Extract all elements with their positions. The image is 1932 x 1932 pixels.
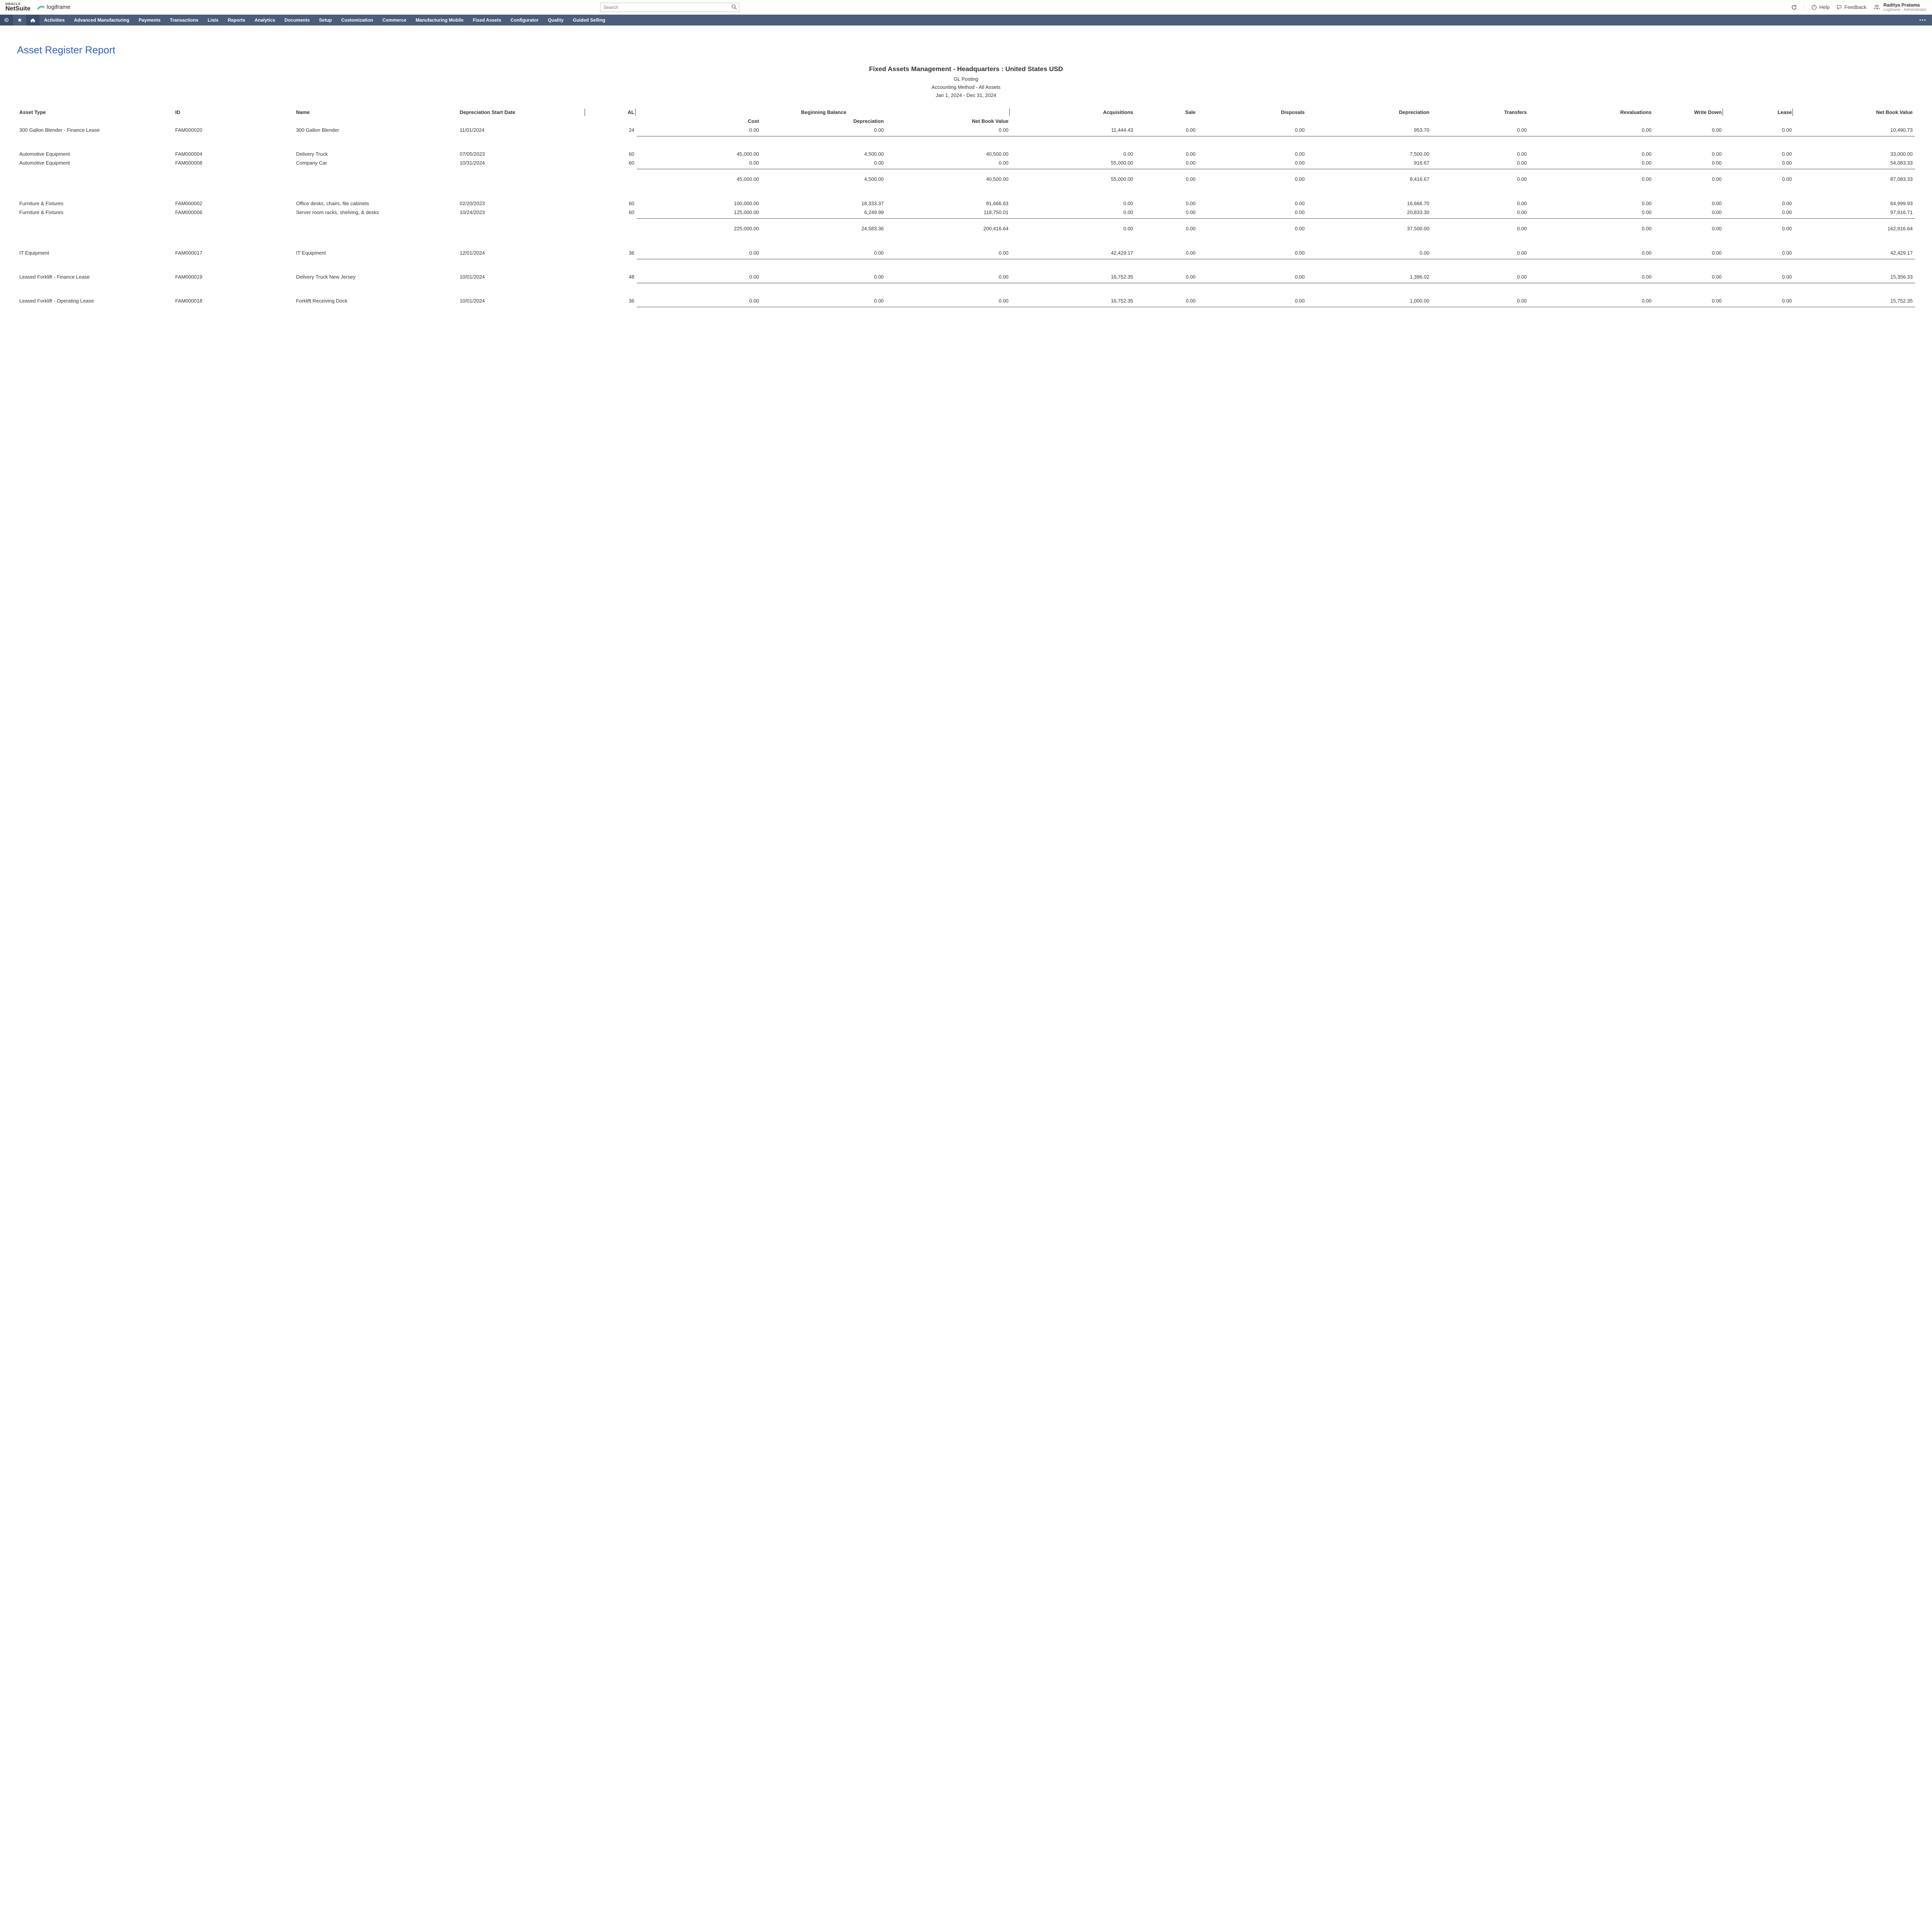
col-asset-type: Asset Type	[17, 108, 173, 117]
nav-history-icon[interactable]	[0, 15, 13, 26]
report-title: Fixed Assets Management - Headquarters :…	[17, 65, 1915, 73]
col-lease: Lease	[1724, 108, 1794, 117]
group-underline	[17, 167, 1915, 175]
col-sale: Sale	[1136, 108, 1198, 117]
report-method: Accounting Method - All Assets	[17, 83, 1915, 92]
spacer	[17, 313, 1915, 320]
help-link[interactable]: ? Help	[1811, 4, 1830, 10]
col-dep-value: Depreciation	[761, 117, 886, 126]
col-dep-start: Depreciation Start Date	[457, 108, 586, 117]
main-nav: ActivitiesAdvanced ManufacturingPayments…	[0, 15, 1932, 26]
spacer	[17, 289, 1915, 296]
nav-favorites-icon[interactable]	[13, 15, 26, 26]
spacer	[17, 191, 1915, 199]
subtotal-row: 225,000.0024,583.36200,416.640.000.000.0…	[17, 224, 1915, 233]
table-row: 300 Gallon Blender - Finance LeaseFAM000…	[17, 126, 1915, 134]
feedback-label: Feedback	[1844, 4, 1866, 10]
col-cost: Cost	[637, 117, 762, 126]
col-net-book: Net Book Value	[1794, 108, 1915, 117]
brand-oracle: ORACLE NetSuite	[5, 3, 31, 12]
spacer	[17, 233, 1915, 241]
col-transfers: Transfers	[1432, 108, 1529, 117]
nav-item-reports[interactable]: Reports	[223, 15, 250, 26]
brand-partner-label: logiframe	[47, 4, 71, 10]
table-row: Automotive EquipmentFAM000004Delivery Tr…	[17, 150, 1915, 158]
nav-item-customization[interactable]: Customization	[337, 15, 378, 26]
col-beginning-balance: Beginning Balance	[637, 108, 1011, 117]
col-revaluations: Revaluations	[1529, 108, 1654, 117]
table-row: Leased Forklift - Operating LeaseFAM0000…	[17, 296, 1915, 305]
col-al: AL	[586, 108, 637, 117]
col-disposals: Disposals	[1198, 108, 1307, 117]
table-body: 300 Gallon Blender - Finance LeaseFAM000…	[17, 126, 1915, 320]
topbar: ORACLE NetSuite logiframe ? Help Feedbac…	[0, 0, 1932, 15]
group-underline	[17, 305, 1915, 313]
page-title: Asset Register Report	[17, 44, 1915, 56]
help-icon: ?	[1811, 5, 1817, 10]
nav-items: ActivitiesAdvanced ManufacturingPayments…	[39, 15, 610, 26]
spacer	[17, 265, 1915, 272]
report-header: Fixed Assets Management - Headquarters :…	[17, 65, 1915, 99]
group-underline	[17, 134, 1915, 142]
nav-item-analytics[interactable]: Analytics	[250, 15, 280, 26]
nav-item-activities[interactable]: Activities	[39, 15, 69, 26]
user-menu[interactable]: Raditya Pratama Logiframe - Administrato…	[1873, 2, 1927, 12]
report-posting: GL Posting	[17, 75, 1915, 83]
table-row: IT EquipmentFAM000017IT Equipment12/01/2…	[17, 248, 1915, 257]
table-row: Furniture & FixturesFAM000002Office desk…	[17, 199, 1915, 208]
col-write-down: Write Down	[1654, 108, 1724, 117]
report-period: Jan 1, 2024 - Dec 31, 2024	[17, 92, 1915, 100]
svg-text:?: ?	[1813, 5, 1815, 9]
nav-item-configurator[interactable]: Configurator	[506, 15, 543, 26]
nav-item-setup[interactable]: Setup	[315, 15, 337, 26]
user-group-icon	[1873, 4, 1880, 11]
table-row: Furniture & FixturesFAM000006Server room…	[17, 208, 1915, 217]
col-depreciation: Depreciation	[1307, 108, 1432, 117]
search-icon[interactable]	[731, 4, 737, 10]
nav-home-icon[interactable]	[26, 15, 39, 26]
topbar-right: ? Help Feedback Raditya Pratama Logifram…	[1791, 2, 1927, 12]
table-row: Automotive EquipmentFAM000008Company Car…	[17, 158, 1915, 167]
refresh-icon[interactable]	[1791, 4, 1797, 10]
col-name: Name	[294, 108, 457, 117]
brand-oracle-bottom: NetSuite	[5, 6, 31, 12]
col-nbv: Net Book Value	[886, 117, 1011, 126]
spacer	[17, 241, 1915, 248]
feedback-link[interactable]: Feedback	[1837, 4, 1866, 10]
subtotal-row: 45,000.004,500.0040,500.0055,000.000.000…	[17, 175, 1915, 184]
table-row: Leased Forklift - Finance LeaseFAM000019…	[17, 272, 1915, 281]
page-body: Asset Register Report Fixed Assets Manag…	[0, 26, 1932, 344]
group-underline	[17, 217, 1915, 224]
help-label: Help	[1819, 4, 1830, 10]
asset-register-table: Asset Type ID Name Depreciation Start Da…	[17, 108, 1915, 320]
nav-item-manufacturing-mobile[interactable]: Manufacturing Mobile	[411, 15, 468, 26]
nav-item-transactions[interactable]: Transactions	[165, 15, 203, 26]
nav-item-commerce[interactable]: Commerce	[378, 15, 411, 26]
feedback-icon	[1837, 5, 1842, 10]
table-head: Asset Type ID Name Depreciation Start Da…	[17, 108, 1915, 126]
nav-item-payments[interactable]: Payments	[134, 15, 165, 26]
group-underline	[17, 281, 1915, 289]
nav-item-documents[interactable]: Documents	[280, 15, 314, 26]
group-underline	[17, 257, 1915, 265]
nav-item-fixed-assets[interactable]: Fixed Assets	[468, 15, 506, 26]
user-name: Raditya Pratama	[1883, 2, 1927, 8]
spacer	[17, 142, 1915, 150]
col-id: ID	[173, 108, 294, 117]
spacer	[17, 184, 1915, 191]
nav-item-guided-selling[interactable]: Guided Selling	[568, 15, 610, 26]
nav-overflow[interactable]: •••	[1914, 15, 1932, 26]
brand-partner: logiframe	[37, 4, 71, 10]
partner-swoosh-icon	[37, 5, 44, 10]
nav-item-quality[interactable]: Quality	[543, 15, 568, 26]
col-acquisitions: Acquisitions	[1011, 108, 1136, 117]
user-role: Logiframe - Administrator	[1883, 8, 1927, 12]
global-search	[600, 3, 739, 12]
search-input[interactable]	[600, 3, 739, 12]
nav-item-lists[interactable]: Lists	[203, 15, 223, 26]
nav-item-advanced-manufacturing[interactable]: Advanced Manufacturing	[69, 15, 134, 26]
